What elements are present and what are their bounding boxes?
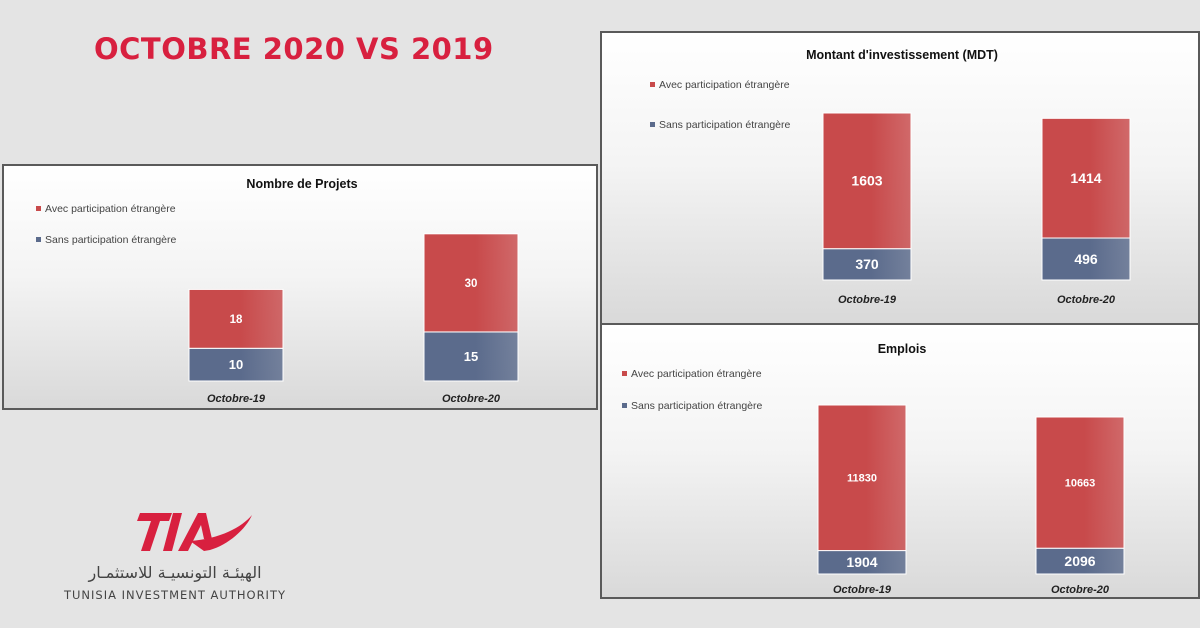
- data-label: 370: [855, 256, 879, 272]
- category-label: Octobre-20: [1051, 584, 1110, 596]
- chart-title: Montant d'investissement (MDT): [806, 48, 998, 62]
- chart-investissement: Montant d'investissement (MDT) Avec parti…: [650, 48, 1131, 306]
- data-label: 11830: [847, 473, 877, 485]
- page-headline: OCTOBRE 2020 VS 2019: [94, 32, 494, 66]
- data-label: 1603: [851, 173, 882, 189]
- chart-panel-investissement: Montant d'investissement (MDT) Avec parti…: [600, 31, 1200, 325]
- bar-avec-1: [1035, 416, 1125, 549]
- chart-panel-projets: Nombre de Projets Avec participation étra…: [2, 164, 598, 410]
- bar-sans-1: [1041, 237, 1131, 281]
- chart-projets: Nombre de Projets Avec participation étra…: [36, 177, 519, 405]
- data-label: 18: [230, 314, 243, 326]
- legend-label: Sans participation étrangère: [659, 119, 790, 131]
- legend-swatch: [650, 122, 655, 127]
- bar-sans-0: [188, 347, 284, 382]
- bar-avec-1: [423, 233, 519, 333]
- category-label: Octobre-19: [838, 294, 897, 306]
- legend-swatch: [650, 82, 655, 87]
- data-label: 10663: [1065, 477, 1096, 489]
- data-label: 1904: [846, 554, 877, 570]
- data-label: 15: [464, 349, 478, 364]
- chart-title: Emplois: [878, 342, 927, 356]
- logo-english-name: TUNISIA INVESTMENT AUTHORITY: [63, 588, 286, 602]
- chart-emplois: Emplois Avec participation étrangère Sans …: [622, 342, 1125, 596]
- legend-label: Sans participation étrangère: [631, 400, 762, 412]
- legend-label: Avec participation étrangère: [45, 203, 176, 215]
- legend-label: Avec participation étrangère: [631, 368, 762, 380]
- legend-swatch: [36, 206, 41, 211]
- tia-logo-mark: [137, 513, 252, 551]
- bar-avec-0: [817, 404, 907, 552]
- category-label: Octobre-19: [207, 393, 266, 405]
- logo-arabic-name: الهيئـة التونسيـة للاستثمـار: [88, 563, 262, 582]
- chart-panel-emplois: Emplois Avec participation étrangère Sans …: [600, 323, 1200, 599]
- category-label: Octobre-20: [442, 393, 501, 405]
- legend-label: Sans participation étrangère: [45, 234, 176, 246]
- chart-title: Nombre de Projets: [246, 177, 357, 191]
- data-label: 496: [1074, 251, 1098, 267]
- bar-avec-0: [822, 112, 912, 250]
- category-label: Octobre-19: [833, 584, 892, 596]
- bar-sans-0: [822, 248, 912, 281]
- data-label: 10: [229, 357, 243, 372]
- data-label: 1414: [1070, 170, 1101, 186]
- category-label: Octobre-20: [1057, 294, 1116, 306]
- tia-logo: الهيئـة التونسيـة للاستثمـار TUNISIA INV…: [60, 495, 300, 610]
- legend-label: Avec participation étrangère: [659, 79, 790, 91]
- bar-avec-1: [1041, 117, 1131, 239]
- data-label: 30: [465, 278, 478, 290]
- legend-swatch: [622, 403, 627, 408]
- legend-swatch: [36, 237, 41, 242]
- legend-swatch: [622, 371, 627, 376]
- bar-avec-0: [188, 288, 284, 349]
- data-label: 2096: [1064, 553, 1095, 569]
